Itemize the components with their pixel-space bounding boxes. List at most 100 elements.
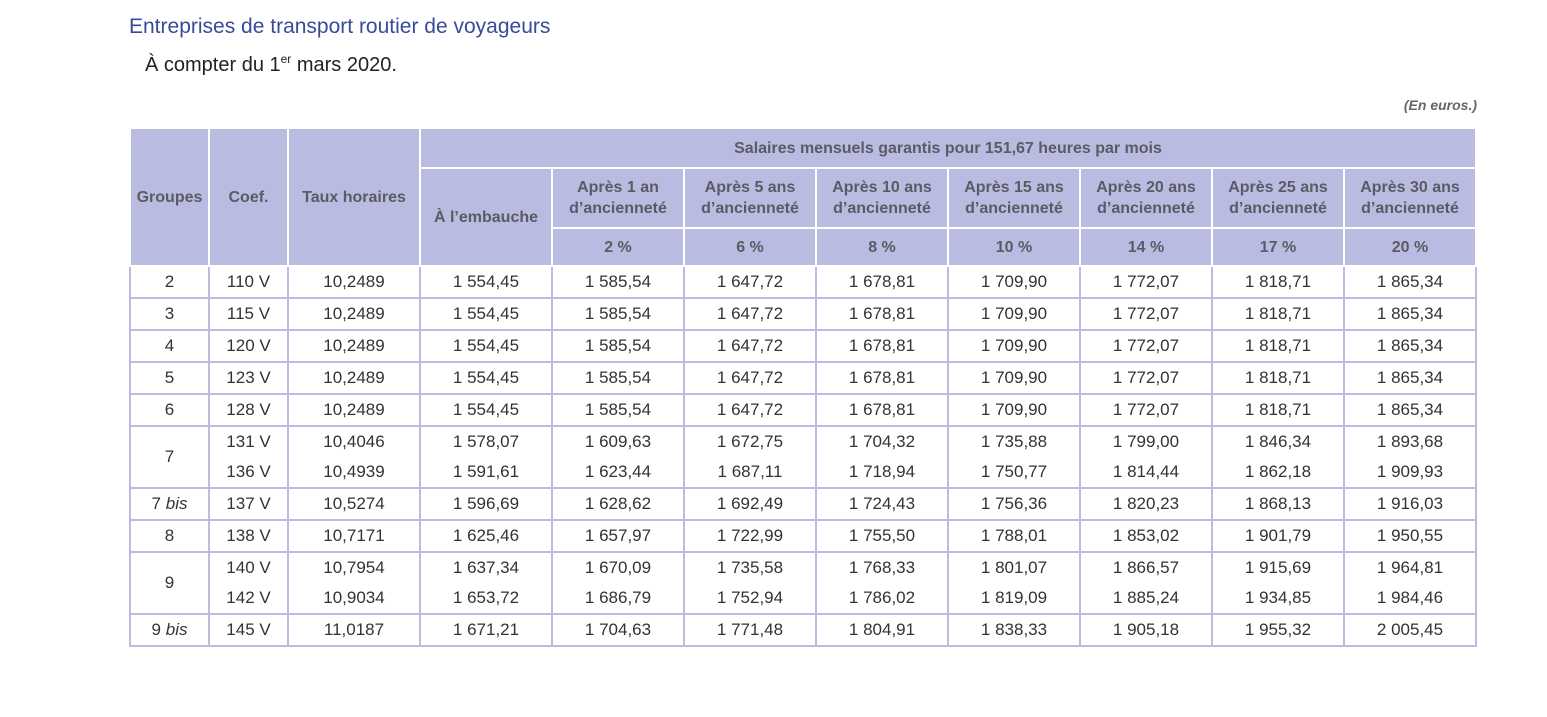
cell-taux-horaire: 10,4939 xyxy=(287,457,421,489)
header-taux-horaires: Taux horaires xyxy=(287,127,421,267)
unit-note: (En euros.) xyxy=(1403,97,1477,113)
table-row: 7 131 V 10,4046 1 578,07 1 609,63 1 672,75 1 7… xyxy=(129,425,1477,489)
cell-group-number: 4 xyxy=(164,336,175,355)
header-seniority-line2: d’ancienneté xyxy=(701,200,799,217)
table-row: 9 bis 145 V 11,0187 1 671,21 1 704,63 1 771,4… xyxy=(129,613,1477,647)
cell-coef: 131 V xyxy=(208,425,289,457)
cell-salary: 1 678,81 xyxy=(815,361,949,395)
cell-salary: 1 865,34 xyxy=(1343,393,1477,427)
cell-group-number: 5 xyxy=(164,368,175,387)
cell-salary: 1 554,45 xyxy=(419,361,553,395)
cell-group: 8 xyxy=(129,519,210,553)
cell-salary: 1 868,13 xyxy=(1211,487,1345,521)
cell-salary: 1 709,90 xyxy=(947,265,1081,299)
cell-taux-horaire: 10,9034 xyxy=(287,583,421,615)
header-seniority-line1: Après 5 ans xyxy=(704,179,796,196)
header-seniority-pct-6: 20 % xyxy=(1343,227,1477,267)
header-seniority-pct-3: 10 % xyxy=(947,227,1081,267)
cell-salary: 1 647,72 xyxy=(683,329,817,363)
header-seniority-line1: Après 15 ans xyxy=(964,179,1064,196)
cell-salary: 1 671,21 xyxy=(419,613,553,647)
cell-taux-horaire: 10,5274 xyxy=(287,487,421,521)
cell-salary: 1 818,71 xyxy=(1211,297,1345,331)
header-seniority-line2: d’ancienneté xyxy=(1097,200,1195,217)
cell-salary: 1 771,48 xyxy=(683,613,817,647)
cell-salary: 1 623,44 xyxy=(551,457,685,489)
cell-coef: 145 V xyxy=(208,613,289,647)
header-embauche: À l’embauche xyxy=(419,167,553,267)
cell-salary: 1 865,34 xyxy=(1343,329,1477,363)
header-seniority-line2: d’ancienneté xyxy=(965,200,1063,217)
header-seniority-pct-2: 8 % xyxy=(815,227,949,267)
cell-salary: 1 724,43 xyxy=(815,487,949,521)
cell-salary: 1 862,18 xyxy=(1211,457,1345,489)
header-seniority-0: Après 1 an d’ancienneté xyxy=(551,167,685,229)
cell-group-number: 7 xyxy=(164,447,175,466)
cell-salary: 1 554,45 xyxy=(419,329,553,363)
cell-coef: 137 V xyxy=(208,487,289,521)
cell-coef: 140 V xyxy=(208,551,289,583)
cell-salary: 1 647,72 xyxy=(683,265,817,299)
cell-coef: 115 V xyxy=(208,297,289,331)
cell-salary: 1 804,91 xyxy=(815,613,949,647)
cell-group: 4 xyxy=(129,329,210,363)
header-seniority-5: Après 25 ans d’ancienneté xyxy=(1211,167,1345,229)
cell-salary: 1 596,69 xyxy=(419,487,553,521)
cell-taux-horaire: 10,2489 xyxy=(287,297,421,331)
cell-salary: 1 772,07 xyxy=(1079,265,1213,299)
table-row: 142 V 10,9034 1 653,72 1 686,79 1 752,94 1 78… xyxy=(130,583,1477,615)
cell-salary: 1 756,36 xyxy=(947,487,1081,521)
cell-salary: 1 678,81 xyxy=(815,297,949,331)
cell-coef: 128 V xyxy=(208,393,289,427)
cell-taux-horaire: 10,2489 xyxy=(287,393,421,427)
cell-salary: 1 735,58 xyxy=(683,551,817,583)
cell-salary: 1 585,54 xyxy=(551,393,685,427)
cell-salary: 1 865,34 xyxy=(1343,361,1477,395)
header-seniority-1: Après 5 ans d’ancienneté xyxy=(683,167,817,229)
cell-salary: 1 893,68 xyxy=(1343,425,1477,457)
cell-salary: 1 866,57 xyxy=(1079,551,1213,583)
cell-salary: 1 585,54 xyxy=(551,265,685,299)
cell-salary: 1 885,24 xyxy=(1079,583,1213,615)
table-row: 8 138 V 10,7171 1 625,46 1 657,97 1 722,99 1 7… xyxy=(129,519,1477,553)
header-seniority-2: Après 10 ans d’ancienneté xyxy=(815,167,949,229)
cell-salary: 1 818,71 xyxy=(1211,265,1345,299)
cell-salary: 1 915,69 xyxy=(1211,551,1345,583)
cell-salary: 1 609,63 xyxy=(551,425,685,457)
cell-salary: 1 818,71 xyxy=(1211,393,1345,427)
table-row: 136 V 10,4939 1 591,61 1 623,44 1 687,11 1 71… xyxy=(130,457,1477,489)
subtitle-suffix: mars 2020. xyxy=(291,54,397,76)
cell-coef: 123 V xyxy=(208,361,289,395)
cell-group-number: 7 xyxy=(151,494,161,513)
cell-salary: 1 678,81 xyxy=(815,329,949,363)
header-coef: Coef. xyxy=(208,127,289,267)
header-seniority-3: Après 15 ans d’ancienneté xyxy=(947,167,1081,229)
cell-salary: 2 005,45 xyxy=(1343,613,1477,647)
cell-salary: 1 818,71 xyxy=(1211,329,1345,363)
header-salaires-group: Salaires mensuels garantis pour 151,67 h… xyxy=(419,127,1477,169)
cell-salary: 1 750,77 xyxy=(947,457,1081,489)
header-groupes: Groupes xyxy=(129,127,210,267)
table-row: 9 140 V 10,7954 1 637,34 1 670,09 1 735,58 1 7… xyxy=(129,551,1477,615)
cell-salary: 1 905,18 xyxy=(1079,613,1213,647)
cell-group: 9 bis xyxy=(129,613,210,647)
cell-salary: 1 647,72 xyxy=(683,297,817,331)
cell-group: 7 xyxy=(129,425,210,489)
table-row: 6 128 V 10,2489 1 554,45 1 585,54 1 647,72 1 6… xyxy=(129,393,1477,427)
subtitle-sup: er xyxy=(280,52,292,66)
cell-salary: 1 554,45 xyxy=(419,393,553,427)
cell-salary: 1 838,33 xyxy=(947,613,1081,647)
cell-taux-horaire: 10,7171 xyxy=(287,519,421,553)
cell-salary: 1 709,90 xyxy=(947,393,1081,427)
header-seniority-4: Après 20 ans d’ancienneté xyxy=(1079,167,1213,229)
header-seniority-line1: Après 25 ans xyxy=(1228,179,1328,196)
cell-group-number: 3 xyxy=(164,304,175,323)
header-seniority-6: Après 30 ans d’ancienneté xyxy=(1343,167,1477,229)
cell-salary: 1 853,02 xyxy=(1079,519,1213,553)
cell-salary: 1 768,33 xyxy=(815,551,949,583)
cell-salary: 1 752,94 xyxy=(683,583,817,615)
cell-salary: 1 814,44 xyxy=(1079,457,1213,489)
cell-coef: 136 V xyxy=(208,457,289,489)
cell-salary: 1 772,07 xyxy=(1079,297,1213,331)
salary-table: Groupes Coef. Taux horaires Salaires men… xyxy=(129,127,1477,647)
